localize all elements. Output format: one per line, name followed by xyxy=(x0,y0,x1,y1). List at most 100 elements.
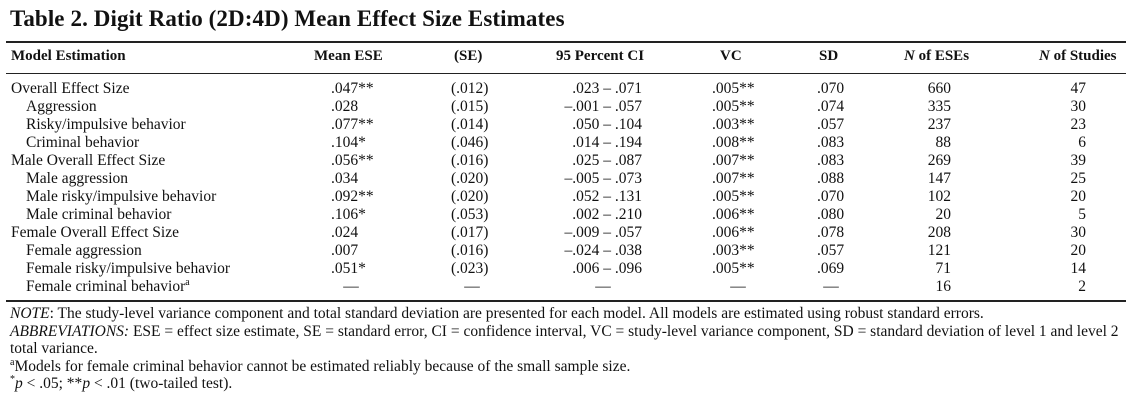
cell-sd: — xyxy=(823,278,839,295)
cell-ci: .025 – .087 xyxy=(572,152,642,169)
abbreviations-text: ESE = effect size estimate, SE = standar… xyxy=(10,322,1119,358)
cell-nstudies: 14 xyxy=(1070,260,1087,277)
cell-ese: .028 xyxy=(331,98,359,115)
abbreviations-label: ABBREVIATIONS: xyxy=(10,322,130,340)
cell-se: (.046) xyxy=(451,134,489,151)
cell-ci: –.005 – .073 xyxy=(564,170,643,187)
cell-nstudies: 20 xyxy=(1070,242,1087,259)
cell-vc: .007** xyxy=(712,152,755,169)
cell-se: (.020) xyxy=(451,188,489,205)
header-n-studies-italic: N xyxy=(1039,48,1050,64)
cell-sd: .070 xyxy=(817,188,845,205)
cell-se: (.023) xyxy=(451,260,489,277)
header-se: (SE) xyxy=(454,48,483,64)
cell-nstudies: 6 xyxy=(1078,134,1086,151)
cell-sd: .057 xyxy=(817,116,845,133)
cell-neses: 16 xyxy=(935,278,952,295)
row-label-text: Female criminal behavior xyxy=(26,278,186,295)
cell-neses: 237 xyxy=(927,116,951,133)
cell-vc: .007** xyxy=(712,170,755,187)
significance-line: *p < .05; **p < .01 (two-tailed test). xyxy=(10,373,1130,393)
cell-ese: .077** xyxy=(331,116,374,133)
table-title: Table 2. Digit Ratio (2D:4D) Mean Effect… xyxy=(10,6,565,31)
cell-nstudies: 25 xyxy=(1070,170,1087,187)
sig-p1: p xyxy=(15,375,23,392)
cell-ese: .092** xyxy=(331,188,374,205)
header-n-eses: N of ESEs xyxy=(904,48,969,65)
cell-nstudies: 5 xyxy=(1078,206,1086,223)
cell-ese: .007 xyxy=(331,242,359,259)
footnote-text: Models for female criminal behavior cann… xyxy=(14,357,631,375)
cell-nstudies: 23 xyxy=(1070,116,1087,133)
row-label: Male aggression xyxy=(26,170,128,188)
cell-nstudies: 47 xyxy=(1070,80,1087,97)
cell-ese: .034 xyxy=(331,170,359,187)
cell-neses: 71 xyxy=(935,260,952,277)
cell-nstudies: 30 xyxy=(1070,224,1087,241)
row-label: Male risky/impulsive behavior xyxy=(26,188,216,206)
cell-se: (.015) xyxy=(451,98,489,115)
cell-ese: .024 xyxy=(331,224,359,241)
cell-nstudies: 20 xyxy=(1070,188,1087,205)
cell-sd: .070 xyxy=(817,80,845,97)
cell-ci: .050 – .104 xyxy=(572,116,642,133)
cell-neses: 20 xyxy=(935,206,952,223)
cell-sd: .057 xyxy=(817,242,845,259)
cell-vc: .005** xyxy=(712,80,755,97)
sig-star: * xyxy=(10,373,15,385)
cell-vc: .005** xyxy=(712,260,755,277)
header-n-eses-italic: N xyxy=(904,48,915,64)
row-label: Female criminal behaviora xyxy=(26,276,190,296)
cell-vc: .008** xyxy=(712,134,755,151)
row-label-footnote: a xyxy=(185,276,190,288)
header-95-ci: 95 Percent CI xyxy=(556,48,645,64)
row-label-text: Criminal behavior xyxy=(26,134,140,151)
row-label-text: Male aggression xyxy=(26,170,129,187)
cell-vc: .005** xyxy=(712,188,755,205)
header-rule xyxy=(6,73,1126,74)
cell-ci: — xyxy=(595,278,611,295)
cell-neses: 147 xyxy=(927,170,951,187)
row-label-text: Overall Effect Size xyxy=(11,80,130,97)
abbreviations-line: ABBREVIATIONS: ESE = effect size estimat… xyxy=(10,323,1130,358)
cell-se: — xyxy=(464,278,480,295)
cell-se: (.012) xyxy=(451,80,489,97)
cell-neses: 102 xyxy=(927,188,951,205)
cell-ci: .002 – .210 xyxy=(572,206,642,223)
header-n-studies-rest: of Studies xyxy=(1049,48,1117,64)
cell-ese: .056** xyxy=(331,152,374,169)
row-label-text: Female Overall Effect Size xyxy=(11,224,179,241)
sig-text2: < .01 (two-tailed test). xyxy=(90,375,233,392)
cell-sd: .083 xyxy=(817,152,845,169)
row-label: Risky/impulsive behavior xyxy=(26,116,186,134)
cell-ci: –.009 – .057 xyxy=(564,224,643,241)
cell-sd: .069 xyxy=(817,260,845,277)
cell-ese: — xyxy=(343,278,359,295)
cell-se: (.016) xyxy=(451,152,489,169)
cell-vc: — xyxy=(730,278,746,295)
cell-ese: .104* xyxy=(331,134,366,151)
cell-vc: .006** xyxy=(712,206,755,223)
cell-neses: 335 xyxy=(927,98,951,115)
header-mean-ese: Mean ESE xyxy=(314,48,383,64)
cell-sd: .083 xyxy=(817,134,845,151)
cell-ci: –.001 – .057 xyxy=(564,98,643,115)
cell-ese: .051* xyxy=(331,260,366,277)
cell-nstudies: 39 xyxy=(1070,152,1087,169)
row-label-text: Risky/impulsive behavior xyxy=(26,116,186,133)
cell-sd: .080 xyxy=(817,206,845,223)
cell-ci: .014 – .194 xyxy=(572,134,642,151)
top-rule xyxy=(6,41,1126,43)
row-label: Male criminal behavior xyxy=(26,206,171,224)
cell-vc: .003** xyxy=(712,242,755,259)
bottom-rule xyxy=(6,300,1126,302)
cell-vc: .003** xyxy=(712,116,755,133)
note-label: NOTE xyxy=(10,305,50,322)
cell-neses: 660 xyxy=(927,80,951,97)
row-label-text: Aggression xyxy=(26,98,97,115)
footnote-marker: a xyxy=(10,356,15,368)
note-line: NOTE: The study-level variance component… xyxy=(10,305,1130,323)
header-n-studies: N of Studies xyxy=(1039,48,1117,65)
row-label: Criminal behavior xyxy=(26,134,139,152)
cell-neses: 269 xyxy=(927,152,951,169)
